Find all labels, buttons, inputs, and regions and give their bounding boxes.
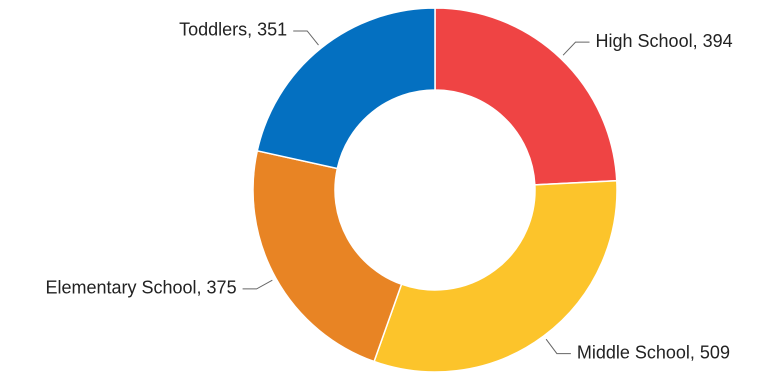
slice-middle-school <box>373 179 618 373</box>
label-elementary-school: Elementary School, 375 <box>45 278 236 298</box>
slice-elementary-school <box>252 149 403 363</box>
label-middle-school: Middle School, 509 <box>577 342 730 362</box>
donut-slices <box>252 7 618 373</box>
slice-high-school <box>434 7 618 186</box>
leader-line-high-school <box>562 41 590 56</box>
label-toddlers: Toddlers, 351 <box>179 20 287 40</box>
leader-line-middle-school <box>545 338 571 355</box>
label-high-school: High School, 394 <box>596 31 733 51</box>
slice-toddlers <box>256 7 436 170</box>
leader-line-toddlers <box>293 30 319 46</box>
leader-line-elementary-school <box>242 279 273 290</box>
label-leader-lines <box>242 30 590 355</box>
slice-labels: High School, 394 Middle School, 509 Elemen… <box>45 20 732 363</box>
